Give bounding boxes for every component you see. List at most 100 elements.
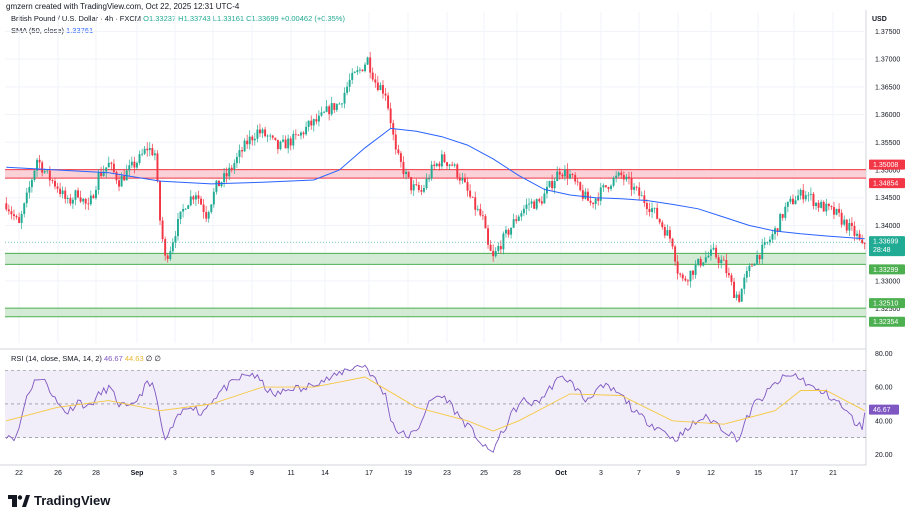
candle-body: [384, 93, 387, 96]
candle-body: [843, 219, 846, 225]
candle-body: [507, 229, 510, 235]
candle-body: [499, 246, 502, 250]
candle-body: [399, 153, 402, 162]
candle-body: [756, 255, 759, 264]
candle-body: [674, 246, 677, 262]
candle-body: [323, 111, 326, 113]
candle-body: [79, 197, 82, 202]
candle-body: [597, 198, 600, 201]
currency-label[interactable]: USD: [872, 16, 887, 23]
candle-body: [241, 150, 244, 152]
candle-body: [251, 136, 254, 141]
candle-body: [289, 138, 292, 146]
candle-body: [548, 181, 551, 187]
candle-body: [310, 120, 313, 126]
candle-body: [463, 178, 466, 183]
candle-body: [722, 259, 725, 261]
time-axis[interactable]: 22 26 28 Sep 3 5 9 11 14 17 19 23 25 28 Oct 3 7 9 12 15 17 21: [15, 470, 837, 477]
candle-body: [43, 171, 46, 173]
candle-body: [53, 180, 56, 187]
candle-body: [220, 182, 223, 187]
candle-body: [656, 207, 659, 219]
candle-body: [750, 265, 753, 267]
candle-body: [161, 220, 164, 240]
candle-body: [389, 108, 392, 124]
tradingview-footer[interactable]: TradingView: [8, 493, 110, 508]
candle-body: [781, 214, 784, 218]
candle-body: [512, 219, 515, 228]
candle-body: [25, 192, 28, 204]
candle-body: [569, 174, 572, 179]
time-tick-label: 3: [599, 470, 603, 477]
candle-body: [435, 163, 438, 167]
candle-body: [863, 242, 866, 244]
candle-body: [407, 171, 410, 178]
candle-body: [651, 208, 654, 213]
candle-body: [379, 85, 382, 91]
candle-body: [822, 201, 825, 212]
candle-body: [102, 171, 105, 176]
candle-body: [817, 202, 820, 208]
candle-body: [727, 273, 730, 276]
candle-body: [561, 174, 564, 177]
candle-body: [538, 199, 541, 202]
candle-body: [476, 208, 479, 210]
candle-body: [84, 198, 87, 204]
symbol-name[interactable]: British Pound / U.S. Dollar · 4h · FXCM: [11, 14, 142, 23]
candle-body: [761, 244, 764, 260]
candle-body: [20, 213, 23, 223]
candle-body: [802, 189, 805, 200]
candle-body: [151, 148, 154, 156]
candle-body: [535, 199, 538, 209]
candle-body: [189, 196, 192, 206]
candle-body: [740, 288, 743, 302]
candle-body: [861, 239, 864, 243]
candle-body: [381, 85, 384, 94]
price-tick-label: 1.35500: [875, 140, 900, 147]
price-tick-label: 1.35000: [875, 168, 900, 175]
zone-support: [5, 308, 866, 317]
candle-body: [581, 190, 584, 199]
candle-body: [169, 251, 172, 259]
candle-body: [212, 191, 215, 205]
candle-body: [456, 164, 459, 178]
candle-body: [515, 219, 518, 221]
candle-body: [653, 207, 656, 209]
candle-body: [856, 233, 859, 236]
candle-body: [830, 206, 833, 208]
price-tick-label: 1.34000: [875, 223, 900, 230]
candle-body: [845, 219, 848, 231]
candle-body: [261, 129, 264, 134]
candle-body: [815, 202, 818, 206]
candle-body: [543, 193, 546, 204]
candle-body: [679, 273, 682, 275]
candle-body: [141, 153, 144, 155]
candle-body: [668, 230, 671, 239]
price-tick-label: 1.36000: [875, 112, 900, 119]
candle-body: [420, 190, 423, 192]
rsi-label[interactable]: RSI (14, close, SMA, 14, 2): [11, 354, 102, 363]
candle-body: [574, 174, 577, 182]
candle-body: [105, 167, 108, 172]
candle-body: [666, 230, 669, 236]
candle-body: [276, 139, 279, 150]
candle-body: [622, 174, 625, 180]
price-tick-label: 1.33000: [875, 278, 900, 285]
zone-price-badge: [869, 159, 905, 170]
candlestick-series: [5, 51, 866, 303]
candle-body: [115, 171, 118, 181]
candle-body: [376, 82, 379, 91]
candle-body: [487, 228, 490, 245]
candle-body: [258, 129, 261, 134]
candle-body: [494, 250, 497, 257]
candle-body: [12, 214, 15, 217]
candle-body: [763, 242, 766, 245]
candle-body: [458, 177, 461, 181]
candle-body: [692, 270, 695, 275]
sma-label[interactable]: SMA (50, close): [11, 26, 64, 35]
time-tick-label: Sep: [131, 470, 144, 477]
candle-body: [215, 180, 218, 192]
candle-body: [269, 135, 272, 137]
current-price-text: 1.33699: [873, 239, 898, 246]
